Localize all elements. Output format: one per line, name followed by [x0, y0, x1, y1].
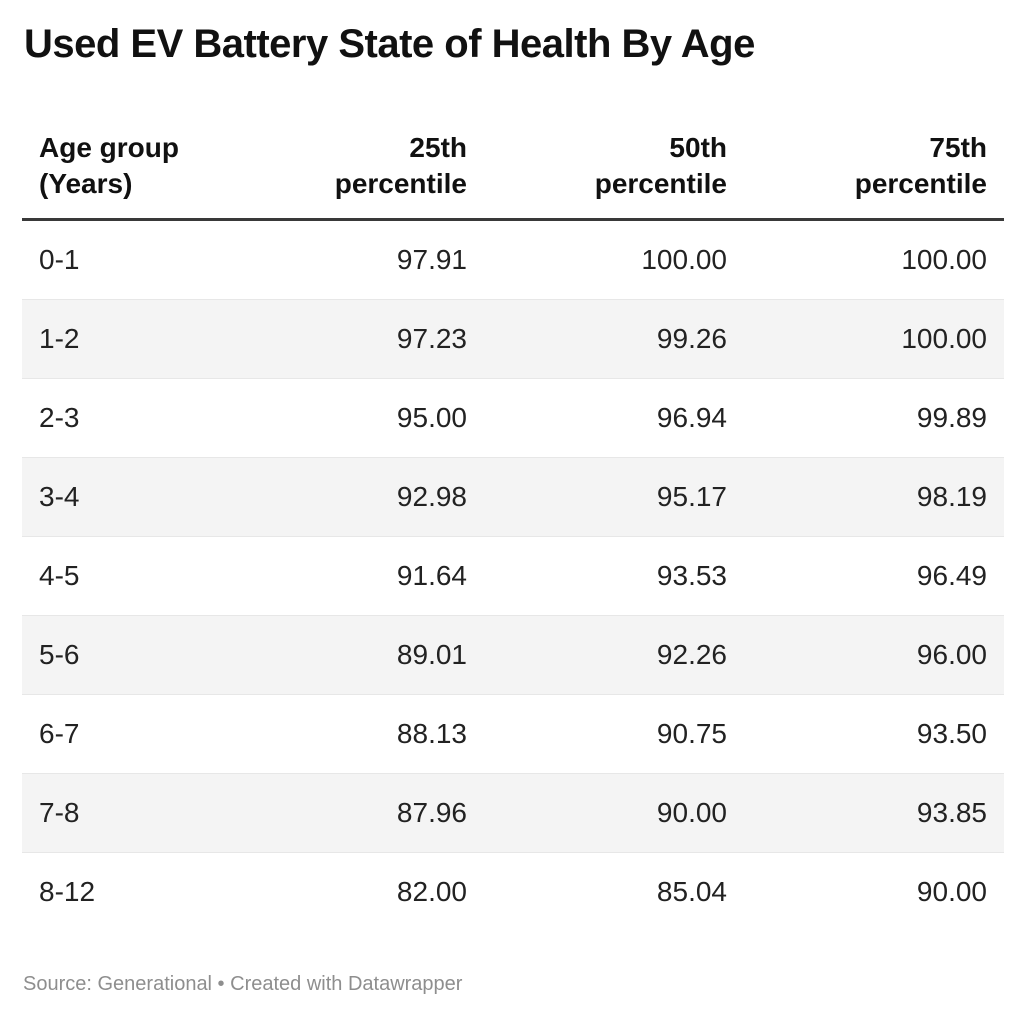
- cell-75th-percentile: 98.19: [916, 481, 987, 512]
- cell-age-group: 0-1: [39, 244, 80, 275]
- table-row: 3-4 92.98 95.17 98.19: [22, 457, 1004, 537]
- cell-50th-percentile: 90.00: [656, 797, 727, 828]
- cell-25th-percentile: 97.23: [396, 323, 467, 354]
- cell-75th-percentile: 96.49: [916, 560, 987, 591]
- cell-50th-percentile: 96.94: [656, 402, 727, 433]
- table-row: 7-8 87.96 90.00 93.85: [22, 773, 1004, 853]
- cell-age-group: 7-8: [39, 797, 80, 828]
- battery-soh-table: Age group (Years) 25th percentile 50th p…: [22, 130, 1004, 931]
- cell-50th-percentile: 93.53: [656, 560, 727, 591]
- column-header-75th-percentile: 75th percentile: [744, 130, 1004, 221]
- column-header-25th-percentile: 25th percentile: [224, 130, 484, 221]
- cell-75th-percentile: 93.50: [916, 718, 987, 749]
- column-header-age-group: Age group (Years): [22, 130, 224, 221]
- cell-50th-percentile: 85.04: [656, 876, 727, 907]
- cell-50th-percentile: 90.75: [656, 718, 727, 749]
- cell-25th-percentile: 82.00: [396, 876, 467, 907]
- cell-75th-percentile: 90.00: [916, 876, 987, 907]
- cell-75th-percentile: 99.89: [916, 402, 987, 433]
- cell-25th-percentile: 95.00: [396, 402, 467, 433]
- cell-25th-percentile: 97.91: [396, 244, 467, 275]
- cell-age-group: 2-3: [39, 402, 80, 433]
- cell-age-group: 4-5: [39, 560, 80, 591]
- cell-25th-percentile: 87.96: [396, 797, 467, 828]
- table-header-row: Age group (Years) 25th percentile 50th p…: [22, 130, 1004, 221]
- cell-50th-percentile: 95.17: [656, 481, 727, 512]
- column-header-50th-percentile: 50th percentile: [484, 130, 744, 221]
- table-row: 6-7 88.13 90.75 93.50: [22, 695, 1004, 774]
- cell-50th-percentile: 92.26: [656, 639, 727, 670]
- table-row: 1-2 97.23 99.26 100.00: [22, 299, 1004, 379]
- source-attribution: Source: Generational • Created with Data…: [23, 973, 463, 995]
- cell-25th-percentile: 92.98: [396, 481, 467, 512]
- cell-age-group: 6-7: [39, 718, 80, 749]
- table-row: 4-5 91.64 93.53 96.49: [22, 537, 1004, 616]
- cell-50th-percentile: 99.26: [656, 323, 727, 354]
- cell-75th-percentile: 96.00: [916, 639, 987, 670]
- page-title: Used EV Battery State of Health By Age: [24, 22, 755, 66]
- table-header: Age group (Years) 25th percentile 50th p…: [22, 130, 1004, 221]
- table-body: 0-1 97.91 100.00 100.00 1-2 97.23 99.26 100.00 2…: [22, 220, 1004, 932]
- cell-age-group: 3-4: [39, 481, 80, 512]
- cell-75th-percentile: 100.00: [901, 323, 987, 354]
- table-row: 2-3 95.00 96.94 99.89: [22, 379, 1004, 458]
- cell-age-group: 8-12: [39, 876, 96, 907]
- table-row: 5-6 89.01 92.26 96.00: [22, 615, 1004, 695]
- table-row: 8-12 82.00 85.04 90.00: [22, 853, 1004, 932]
- cell-25th-percentile: 88.13: [396, 718, 467, 749]
- cell-age-group: 1-2: [39, 323, 80, 354]
- cell-75th-percentile: 100.00: [901, 244, 987, 275]
- cell-25th-percentile: 91.64: [396, 560, 467, 591]
- cell-25th-percentile: 89.01: [396, 639, 467, 670]
- chart-container: Used EV Battery State of Health By Age A…: [0, 22, 1024, 997]
- cell-age-group: 5-6: [39, 639, 80, 670]
- cell-75th-percentile: 93.85: [916, 797, 987, 828]
- cell-50th-percentile: 100.00: [641, 244, 727, 275]
- table-row: 0-1 97.91 100.00 100.00: [22, 220, 1004, 300]
